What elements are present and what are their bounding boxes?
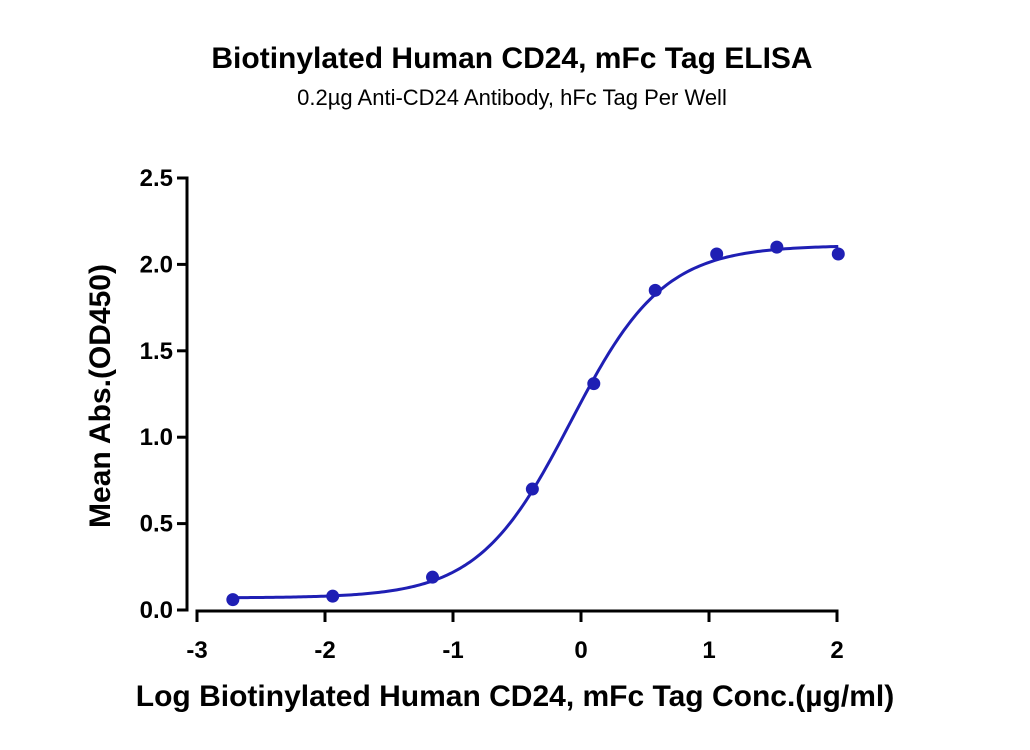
x-tick-label: -3 (186, 637, 207, 664)
data-point (426, 570, 440, 584)
data-point (226, 593, 240, 607)
data-point (770, 240, 784, 254)
y-tick-label: 1.0 (140, 424, 173, 451)
y-tick-label: 1.5 (140, 338, 173, 365)
fit-curve (232, 244, 839, 600)
y-tick-label: 0.5 (140, 511, 173, 538)
data-point (326, 589, 340, 603)
y-tick-label: 2.0 (140, 251, 173, 278)
y-tick-label: 0.0 (140, 597, 173, 624)
data-point (648, 283, 662, 297)
chart-title: Biotinylated Human CD24, mFc Tag ELISA (211, 42, 812, 75)
x-tick-label: -1 (442, 637, 463, 664)
data-point (587, 377, 601, 391)
axes (185, 176, 839, 613)
y-tick-label: 2.5 (140, 165, 173, 192)
x-tick-label: 2 (830, 637, 843, 664)
data-point (710, 247, 724, 261)
data-point (525, 482, 539, 496)
x-ticks: -3 -2 -1 0 1 2 (186, 611, 844, 664)
x-axis-label: Log Biotinylated Human CD24, mFc Tag Con… (136, 680, 894, 713)
data-points (226, 240, 845, 607)
chart-subtitle: 0.2µg Anti-CD24 Antibody, hFc Tag Per We… (297, 85, 727, 110)
x-tick-label: 1 (702, 637, 715, 664)
data-point (831, 247, 845, 261)
y-axis-label: Mean Abs.(OD450) (84, 264, 117, 528)
x-tick-label: -2 (314, 637, 335, 664)
x-tick-label: 0 (574, 637, 587, 664)
y-ticks: 0.0 0.5 1.0 1.5 2.0 2.5 (140, 165, 187, 624)
